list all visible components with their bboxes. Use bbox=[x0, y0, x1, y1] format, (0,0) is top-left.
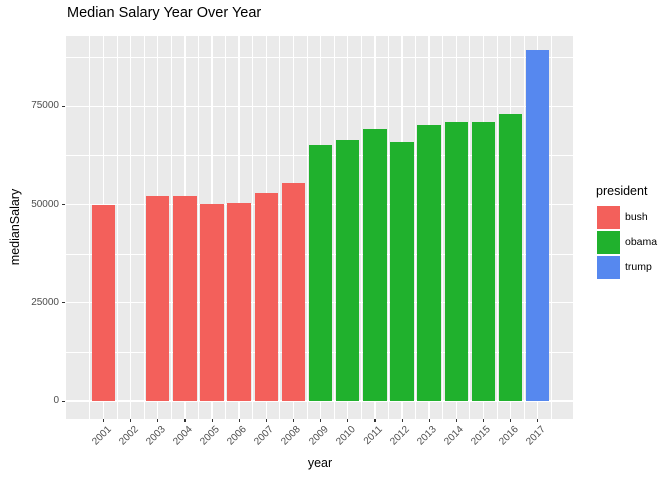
bar-2011 bbox=[363, 128, 387, 401]
major-gridline-h bbox=[66, 105, 573, 107]
bar-2012 bbox=[390, 142, 414, 401]
legend-entry-obama: obama bbox=[596, 231, 657, 254]
legend-key-obama bbox=[597, 231, 620, 254]
major-gridline-v bbox=[129, 36, 132, 419]
minor-gridline-v bbox=[387, 36, 389, 419]
bar-2017 bbox=[526, 50, 550, 401]
bar-2013 bbox=[417, 125, 441, 401]
legend-entry-trump: trump bbox=[596, 256, 652, 279]
minor-gridline-v bbox=[306, 36, 308, 419]
minor-gridline-v bbox=[469, 36, 471, 419]
minor-gridline-v bbox=[116, 36, 118, 419]
bar-2010 bbox=[336, 139, 360, 401]
bar-2008 bbox=[281, 182, 306, 401]
y-tick-mark bbox=[62, 302, 65, 304]
bar-2014 bbox=[444, 122, 468, 401]
y-tick-mark bbox=[62, 105, 65, 107]
x-tick-mark bbox=[265, 419, 267, 422]
bar-2007 bbox=[254, 192, 279, 401]
bar-2005 bbox=[200, 203, 224, 401]
x-tick-mark bbox=[211, 419, 213, 422]
minor-gridline-v bbox=[496, 36, 498, 419]
x-tick-mark bbox=[401, 419, 403, 422]
legend-entry-bush: bush bbox=[596, 206, 648, 229]
minor-gridline-v bbox=[333, 36, 335, 419]
plot-panel bbox=[66, 36, 573, 419]
x-tick-mark bbox=[482, 419, 485, 422]
legend-label: obama bbox=[625, 236, 658, 248]
y-tick-label: 25000 bbox=[31, 296, 59, 308]
y-tick-mark bbox=[62, 400, 65, 402]
bar-2006 bbox=[227, 202, 251, 401]
y-tick-label: 50000 bbox=[31, 198, 59, 210]
minor-gridline-v bbox=[550, 36, 552, 419]
legend-label: trump bbox=[625, 261, 652, 273]
bar-2003 bbox=[146, 195, 170, 401]
minor-gridline-v bbox=[252, 36, 254, 419]
minor-gridline-v bbox=[143, 36, 145, 419]
x-tick-mark bbox=[347, 419, 349, 422]
minor-gridline-v bbox=[170, 36, 172, 419]
x-tick-mark bbox=[130, 419, 132, 422]
minor-gridline-v bbox=[360, 36, 362, 419]
bar-2004 bbox=[173, 195, 197, 401]
legend-title: president bbox=[596, 184, 648, 198]
x-tick-mark bbox=[320, 419, 322, 422]
y-tick-label: 75000 bbox=[31, 100, 59, 112]
major-gridline-h bbox=[66, 400, 573, 402]
y-axis-title: medianSalary bbox=[8, 188, 22, 266]
x-tick-mark bbox=[510, 419, 512, 422]
x-tick-mark bbox=[455, 419, 457, 422]
minor-gridline-h bbox=[66, 57, 573, 59]
minor-gridline-v bbox=[523, 36, 525, 419]
x-tick-mark bbox=[238, 419, 240, 422]
minor-gridline-v bbox=[89, 36, 91, 419]
y-tick-label: 0 bbox=[53, 395, 59, 406]
chart-title: Median Salary Year Over Year bbox=[67, 5, 262, 21]
x-tick-mark bbox=[157, 419, 159, 422]
bar-2015 bbox=[471, 122, 496, 401]
minor-gridline-v bbox=[415, 36, 417, 419]
minor-gridline-v bbox=[225, 36, 227, 419]
x-tick-mark bbox=[184, 419, 186, 422]
minor-gridline-v bbox=[279, 36, 281, 419]
minor-gridline-v bbox=[198, 36, 199, 419]
legend-entries: bush obama trump bbox=[596, 206, 657, 279]
x-tick-mark bbox=[292, 419, 295, 422]
x-tick-mark bbox=[103, 419, 105, 422]
legend: president bush obama trump bbox=[596, 184, 657, 281]
x-tick-mark bbox=[374, 419, 376, 422]
bar-2001 bbox=[91, 204, 116, 401]
legend-key-bush bbox=[597, 206, 620, 229]
legend-label: bush bbox=[625, 211, 648, 223]
legend-key-trump bbox=[597, 256, 620, 279]
x-axis-title: year bbox=[307, 456, 333, 470]
y-tick-mark bbox=[62, 204, 65, 206]
x-tick-mark bbox=[537, 419, 539, 422]
bar-2009 bbox=[308, 144, 333, 401]
bar-2016 bbox=[498, 114, 523, 401]
x-tick-mark bbox=[428, 419, 430, 422]
minor-gridline-v bbox=[442, 36, 444, 419]
